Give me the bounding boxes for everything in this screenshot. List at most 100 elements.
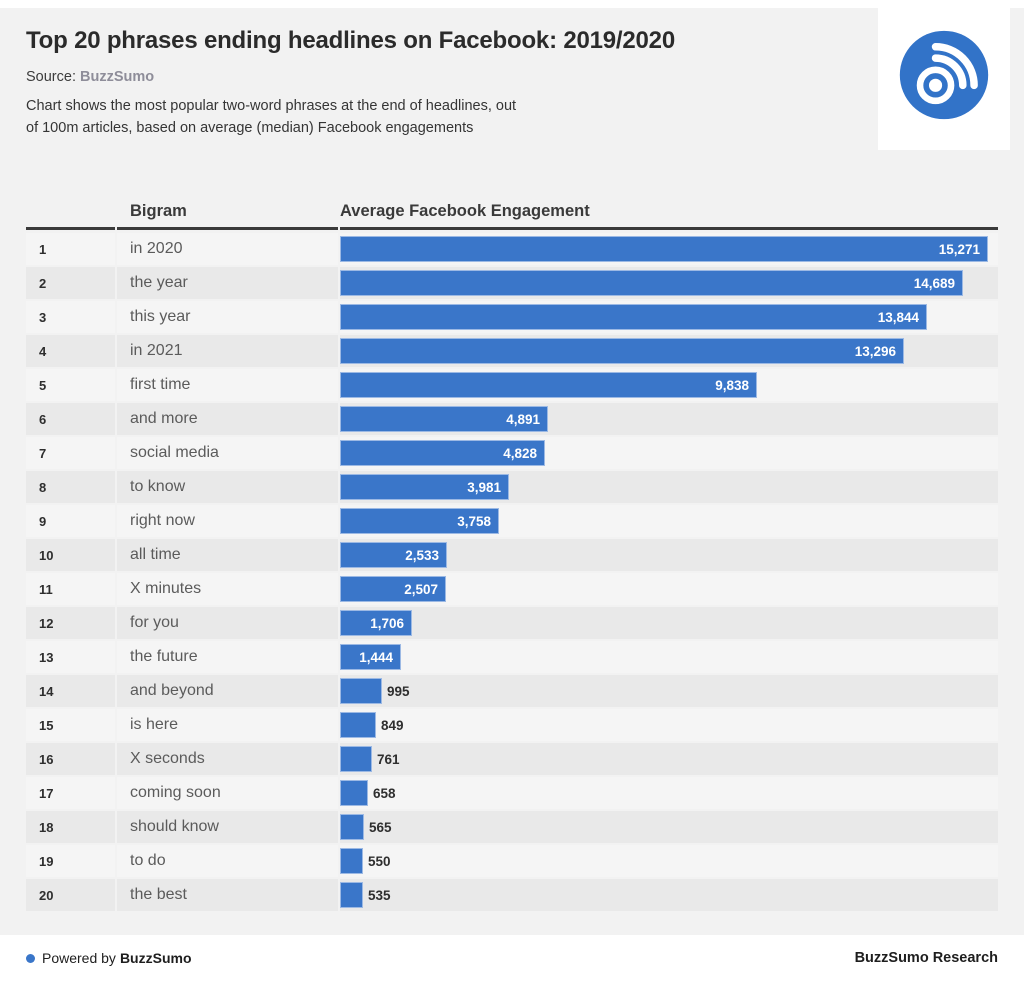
engagement-bar: 1,706	[340, 610, 412, 636]
engagement-value-label: 535	[368, 887, 391, 903]
row-bar-cell: 761	[340, 743, 998, 775]
bar-chart-table: Bigram Average Facebook Engagement 1 in 2…	[26, 196, 998, 913]
row-rank: 10	[26, 539, 115, 571]
row-bar-cell: 535	[340, 879, 998, 911]
row-rank: 5	[26, 369, 115, 401]
row-bigram: this year	[117, 301, 338, 333]
row-rank: 11	[26, 573, 115, 605]
top-white-strip	[0, 0, 1024, 8]
row-bar-cell: 3,981	[340, 471, 998, 503]
row-bigram: coming soon	[117, 777, 338, 809]
row-bigram: first time	[117, 369, 338, 401]
row-bar-cell: 13,844	[340, 301, 998, 333]
engagement-value-label: 2,507	[404, 581, 438, 597]
engagement-bar	[340, 848, 363, 874]
powered-by: Powered by BuzzSumo	[26, 950, 192, 966]
engagement-value-label: 15,271	[938, 241, 980, 257]
engagement-bar: 2,533	[340, 542, 447, 568]
buzzsumo-dot-icon	[26, 953, 35, 963]
table-row: 5 first time 9,838	[26, 369, 998, 401]
row-rank: 8	[26, 471, 115, 503]
row-rank: 13	[26, 641, 115, 673]
table-row: 17 coming soon 658	[26, 777, 998, 809]
bigram-column-header: Bigram	[117, 196, 338, 230]
rank-column-header	[26, 196, 115, 230]
row-bigram: and more	[117, 403, 338, 435]
table-row: 3 this year 13,844	[26, 301, 998, 333]
row-bar-cell: 849	[340, 709, 998, 741]
table-row: 10 all time 2,533	[26, 539, 998, 571]
row-rank: 16	[26, 743, 115, 775]
chart-description: Chart shows the most popular two-word ph…	[26, 95, 516, 139]
row-rank: 6	[26, 403, 115, 435]
engagement-bar: 3,981	[340, 474, 509, 500]
row-bigram: X minutes	[117, 573, 338, 605]
engagement-value-label: 14,689	[913, 275, 955, 291]
table-row: 11 X minutes 2,507	[26, 573, 998, 605]
engagement-bar	[340, 780, 368, 806]
row-bar-cell: 2,507	[340, 573, 998, 605]
row-bar-cell: 13,296	[340, 335, 998, 367]
table-row: 7 social media 4,828	[26, 437, 998, 469]
row-bar-cell: 658	[340, 777, 998, 809]
row-rank: 9	[26, 505, 115, 537]
buzzsumo-rss-logo-icon	[899, 30, 989, 120]
engagement-value-label: 1,444	[359, 649, 393, 665]
engagement-bar	[340, 882, 363, 908]
engagement-value-label: 995	[387, 683, 410, 699]
powered-by-label: Powered by	[42, 950, 116, 966]
row-bar-cell: 4,828	[340, 437, 998, 469]
table-row: 8 to know 3,981	[26, 471, 998, 503]
source-line: Source: BuzzSumo	[26, 69, 154, 85]
source-name-link[interactable]: BuzzSumo	[80, 69, 155, 85]
row-bigram: in 2021	[117, 335, 338, 367]
row-bigram: should know	[117, 811, 338, 843]
engagement-value-label: 13,296	[854, 343, 896, 359]
row-bar-cell: 1,706	[340, 607, 998, 639]
row-rank: 18	[26, 811, 115, 843]
engagement-bar: 14,689	[340, 270, 963, 296]
engagement-bar: 13,844	[340, 304, 927, 330]
footer-bar: Powered by BuzzSumo BuzzSumo Research	[0, 935, 1024, 981]
row-bigram: to do	[117, 845, 338, 877]
row-bigram: the year	[117, 267, 338, 299]
engagement-value-label: 550	[368, 853, 391, 869]
row-bar-cell: 3,758	[340, 505, 998, 537]
engagement-bar	[340, 814, 364, 840]
engagement-value-label: 4,891	[506, 411, 540, 427]
table-row: 4 in 2021 13,296	[26, 335, 998, 367]
row-bigram: X seconds	[117, 743, 338, 775]
table-row: 20 the best 535	[26, 879, 998, 911]
table-row: 16 X seconds 761	[26, 743, 998, 775]
row-bar-cell: 565	[340, 811, 998, 843]
engagement-value-label: 2,533	[405, 547, 439, 563]
engagement-bar: 3,758	[340, 508, 499, 534]
row-rank: 7	[26, 437, 115, 469]
engagement-value-label: 3,981	[467, 479, 501, 495]
research-credit: BuzzSumo Research	[854, 950, 998, 966]
engagement-bar: 4,891	[340, 406, 548, 432]
table-row: 13 the future 1,444	[26, 641, 998, 673]
row-bar-cell: 2,533	[340, 539, 998, 571]
engagement-bar: 2,507	[340, 576, 446, 602]
engagement-bar	[340, 746, 372, 772]
engagement-value-label: 658	[373, 785, 396, 801]
table-body: 1 in 2020 15,271 2 the year 14,689 3 this year 1…	[26, 233, 998, 911]
engagement-bar	[340, 678, 382, 704]
row-rank: 4	[26, 335, 115, 367]
row-rank: 19	[26, 845, 115, 877]
table-row: 9 right now 3,758	[26, 505, 998, 537]
row-bar-cell: 550	[340, 845, 998, 877]
table-row: 18 should know 565	[26, 811, 998, 843]
row-bigram: is here	[117, 709, 338, 741]
row-rank: 1	[26, 233, 115, 265]
powered-by-brand[interactable]: BuzzSumo	[119, 950, 192, 966]
table-row: 6 and more 4,891	[26, 403, 998, 435]
row-bigram: for you	[117, 607, 338, 639]
row-bar-cell: 1,444	[340, 641, 998, 673]
engagement-value-label: 3,758	[457, 513, 491, 529]
row-rank: 20	[26, 879, 115, 911]
engagement-value-label: 9,838	[715, 377, 749, 393]
table-row: 19 to do 550	[26, 845, 998, 877]
